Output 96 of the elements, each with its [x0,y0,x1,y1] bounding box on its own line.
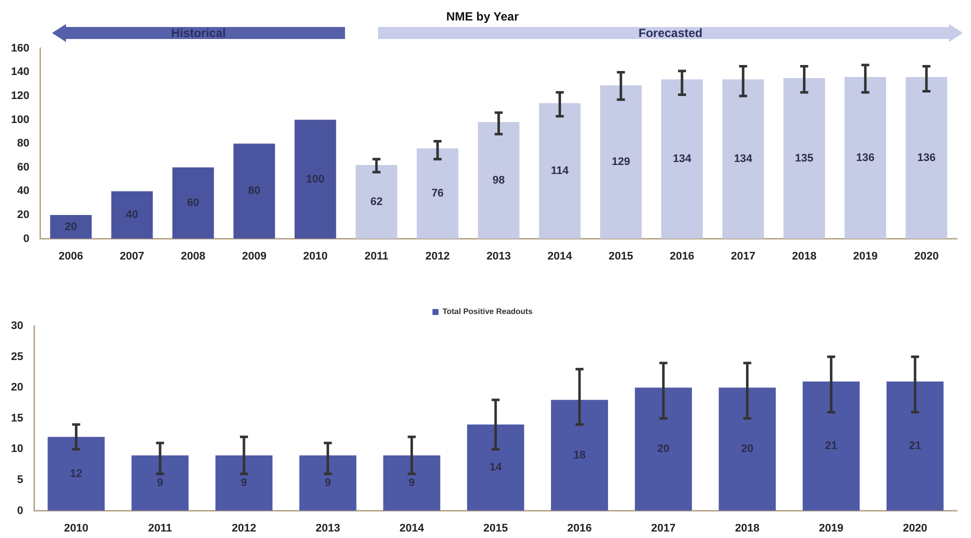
data-label: 20 [741,443,754,456]
data-label: 18 [573,449,586,462]
x-tick-label: 2012 [232,522,256,534]
data-label: 114 [550,165,570,177]
data-label: 76 [431,188,444,200]
bar [294,120,336,239]
data-label: 9 [240,477,248,490]
y-tick-label: 30 [10,320,24,332]
bar [478,122,520,239]
bar [383,455,440,511]
data-label: 9 [157,477,164,490]
data-label: 21 [825,440,838,452]
bar [906,76,948,239]
data-label: 20 [657,443,670,456]
x-tick-label: 2016 [567,522,592,534]
x-tick-label: 2019 [818,522,844,534]
data-label: 9 [408,477,415,490]
x-tick-label: 2011 [148,522,172,534]
data-label: 80 [248,185,260,198]
data-label: 21 [908,440,922,452]
bar [299,455,356,511]
data-label: 100 [306,173,325,186]
y-tick-label: 0 [17,504,24,517]
bar [215,455,272,511]
data-label: 98 [492,174,505,187]
y-tick-label: 140 [10,66,30,78]
bar [783,78,826,239]
y-tick-label: 40 [17,185,30,198]
bar [233,144,276,239]
y-tick-label: 160 [10,42,30,54]
x-tick-label: 2011 [364,250,388,262]
x-tick-label: 2016 [670,250,694,262]
y-tick-label: 5 [17,474,24,486]
x-tick-label: 2010 [303,250,328,262]
data-label: 136 [917,152,936,164]
x-tick-label: 2018 [735,522,760,534]
bar [886,381,944,511]
data-label: 40 [126,209,138,222]
y-tick-label: 100 [10,114,30,126]
data-label: 136 [856,152,875,164]
y-tick-label: 20 [10,382,24,394]
x-tick-label: 2014 [399,522,425,534]
bar [802,381,860,511]
x-tick-label: 2020 [902,522,928,534]
bar [172,167,214,239]
data-label: 135 [795,152,814,165]
x-tick-label: 2017 [730,250,756,262]
data-label: 129 [612,156,630,168]
bar [600,85,642,239]
x-tick-label: 2009 [242,250,266,262]
bar [111,191,153,239]
data-label: 20 [64,220,78,233]
bar [722,79,764,239]
x-tick-label: 2015 [483,522,508,534]
chart-title: NME by Year [446,10,520,24]
bar [550,400,608,511]
x-tick-label: 2014 [548,250,573,262]
x-tick-label: 2010 [64,522,88,534]
bar [661,79,703,239]
x-tick-label: 2013 [486,250,511,262]
x-tick-label: 2017 [651,522,676,534]
x-tick-label: 2019 [853,250,878,262]
data-label: 14 [489,462,503,474]
x-tick-label: 2012 [425,250,450,262]
x-tick-label: 2013 [316,522,340,534]
data-label: 134 [672,153,692,166]
bar [48,436,105,511]
y-tick-label: 15 [10,412,24,424]
bar [539,103,581,239]
y-tick-label: 10 [10,443,24,456]
data-label: 60 [187,197,200,210]
bar [634,388,692,511]
x-tick-label: 2018 [792,250,816,262]
bar [416,148,458,239]
legend-label: Total Positive Readouts [442,307,534,316]
bar [467,424,524,511]
y-tick-label: 80 [17,138,30,150]
x-tick-label: 2008 [180,250,206,262]
bar [718,388,776,511]
y-tick-label: 60 [17,161,30,174]
data-label: 12 [70,468,82,480]
x-tick-label: 2007 [120,250,144,262]
bar [356,165,398,239]
data-label: 9 [324,477,331,490]
data-label: 62 [370,196,383,208]
bar [844,76,886,239]
bar [132,455,189,511]
x-tick-label: 2015 [608,250,634,262]
x-tick-label: 2020 [914,250,939,262]
bar [50,215,92,239]
y-tick-label: 25 [10,350,24,363]
y-tick-label: 20 [17,209,30,222]
y-tick-label: 0 [23,232,30,245]
x-tick-label: 2006 [58,250,84,262]
y-tick-label: 120 [10,90,30,102]
data-label: 134 [734,153,754,166]
